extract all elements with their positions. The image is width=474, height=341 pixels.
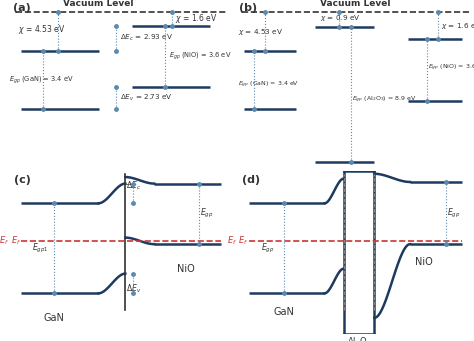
Text: GaN: GaN [44, 313, 64, 323]
Text: (d): (d) [242, 175, 260, 186]
Text: $E_{gp}$: $E_{gp}$ [200, 207, 213, 220]
Text: $E_f$: $E_f$ [227, 235, 237, 247]
Text: NiO: NiO [176, 264, 194, 274]
Text: $E_{gp}$: $E_{gp}$ [447, 207, 460, 220]
Text: $\chi$ = 1.6 eV: $\chi$ = 1.6 eV [175, 12, 218, 25]
Text: $E_f$: $E_f$ [11, 235, 21, 247]
Text: $\chi$ = 1.6 eV: $\chi$ = 1.6 eV [441, 20, 474, 31]
Text: $\chi$ = 4.53 eV: $\chi$ = 4.53 eV [238, 27, 283, 36]
Text: Vacuum Level: Vacuum Level [320, 0, 391, 8]
Text: GaN: GaN [274, 307, 295, 316]
Text: $\chi$ = 4.53 eV: $\chi$ = 4.53 eV [18, 23, 66, 36]
Text: $\Delta E_v$ = 2.73 eV: $\Delta E_v$ = 2.73 eV [120, 93, 173, 103]
Text: (c): (c) [14, 175, 31, 186]
Text: $\Delta E_v$: $\Delta E_v$ [127, 283, 142, 295]
Text: $\Delta E_c$ = 2.93 eV: $\Delta E_c$ = 2.93 eV [120, 33, 173, 43]
Text: $E_{gp}$ (Al$_2$O$_3$) = 8.9 eV: $E_{gp}$ (Al$_2$O$_3$) = 8.9 eV [352, 95, 417, 105]
Text: $E_{gp}$ (GaN) = 3.4 eV: $E_{gp}$ (GaN) = 3.4 eV [238, 80, 299, 90]
Text: NiO: NiO [415, 257, 432, 267]
Text: $\Delta E_c$: $\Delta E_c$ [127, 179, 141, 192]
Text: Al$_2$O$_3$: Al$_2$O$_3$ [347, 335, 371, 341]
Text: $E_f$: $E_f$ [238, 235, 248, 247]
Text: $\chi$ = 0.9 eV: $\chi$ = 0.9 eV [320, 13, 360, 23]
Text: $E_{gp}$ (GaN) = 3.4 eV: $E_{gp}$ (GaN) = 3.4 eV [9, 74, 74, 86]
Text: $E_{gp}$ (NiO) = 3.6 eV: $E_{gp}$ (NiO) = 3.6 eV [169, 50, 231, 62]
Text: $E_{gp}$: $E_{gp}$ [261, 242, 274, 255]
Text: (b): (b) [239, 3, 257, 13]
Text: $E_{gp}$ (NiO) = 3.6 eV: $E_{gp}$ (NiO) = 3.6 eV [428, 63, 474, 73]
Text: Vacuum Level: Vacuum Level [64, 0, 134, 8]
Text: (a): (a) [13, 3, 30, 13]
Text: $E_f$: $E_f$ [0, 235, 9, 247]
Text: $E_{gp1}$: $E_{gp1}$ [32, 242, 48, 255]
